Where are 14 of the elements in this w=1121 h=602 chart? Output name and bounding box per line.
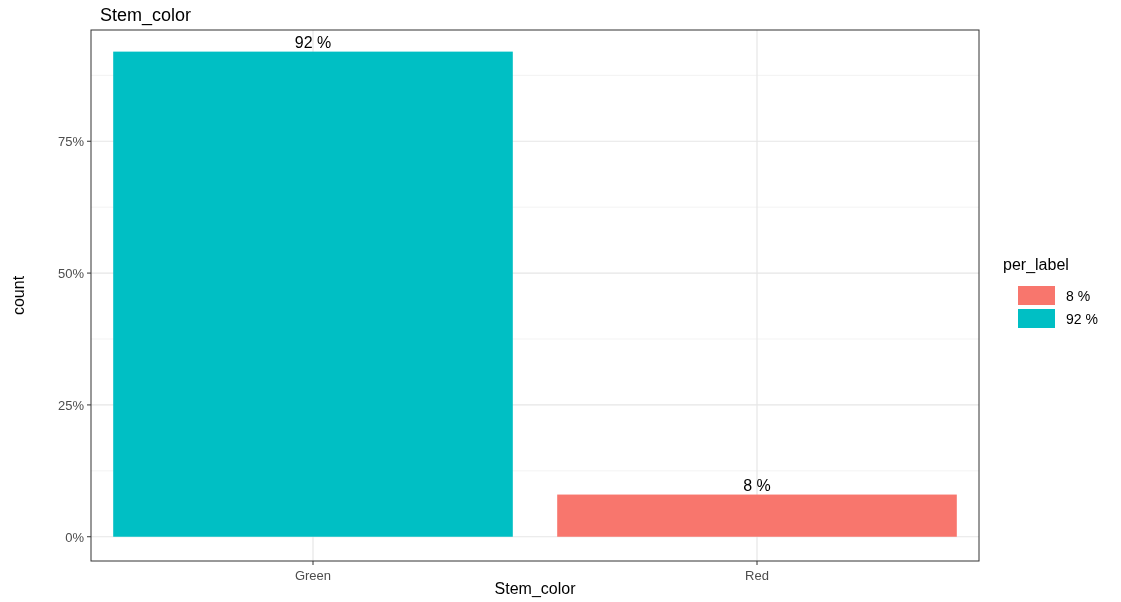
y-tick-label: 75%: [57, 134, 85, 150]
y-tick-label: 25%: [57, 397, 85, 413]
x-tick-label: Green: [294, 568, 332, 583]
data-label: 92 %: [294, 33, 332, 51]
y-axis-title: count: [10, 275, 27, 316]
data-label: 8 %: [743, 476, 771, 494]
x-tick-label: Red: [745, 568, 769, 583]
x-axis-title: Stem_color: [494, 580, 577, 598]
y-tick-label: 0%: [65, 529, 85, 545]
legend-label: 92 %: [1066, 311, 1098, 327]
chart-title: Stem_color: [100, 5, 192, 26]
legend-label: 8 %: [1066, 288, 1091, 304]
y-tick-label: 50%: [57, 266, 85, 282]
legend-title: per_label: [1003, 256, 1069, 274]
